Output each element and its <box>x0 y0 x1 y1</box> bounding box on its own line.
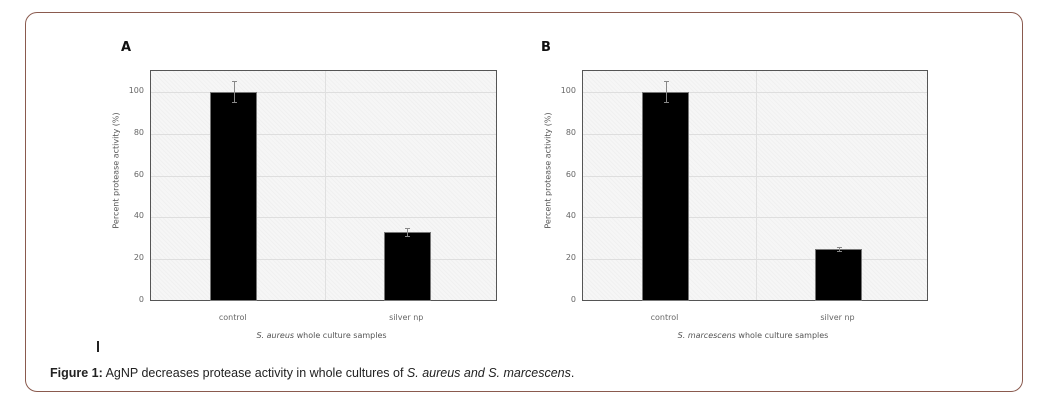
x-axis-label-rest: whole culture samples <box>294 331 387 340</box>
caption-end: . <box>570 366 575 380</box>
y-tick-label: 100 <box>128 85 144 95</box>
error-cap <box>663 81 669 83</box>
error-cap <box>836 246 842 248</box>
x-axis-label: S. marcescens whole culture samples <box>603 331 903 340</box>
gridline <box>151 133 496 135</box>
y-tick-label: 60 <box>133 169 144 179</box>
y-tick-label: 100 <box>560 85 576 95</box>
figure-card <box>25 12 1023 392</box>
gridline <box>151 175 496 177</box>
error-bar <box>407 227 409 237</box>
error-bar <box>665 81 667 103</box>
caption-label: Figure 1: <box>50 366 103 380</box>
category-divider <box>324 71 326 300</box>
y-tick-label: 20 <box>565 253 576 263</box>
x-axis-label-rest: whole culture samples <box>735 331 829 340</box>
text-cursor <box>97 341 99 352</box>
panel-label: A <box>121 40 132 55</box>
caption-species: S. aureus and S. marcescens <box>406 366 571 380</box>
error-cap <box>231 81 237 83</box>
plot-area <box>150 70 497 301</box>
gridline <box>583 259 927 261</box>
gridline <box>583 175 927 177</box>
y-tick-label: 80 <box>565 127 576 137</box>
panel-label: B <box>541 40 551 55</box>
error-bar <box>838 246 840 251</box>
figure-caption: Figure 1: AgNP decreases protease activi… <box>50 366 574 380</box>
x-axis-species: S. marcescens <box>677 331 736 340</box>
error-bar <box>233 81 235 103</box>
bar-control <box>210 91 258 301</box>
gridline <box>583 91 927 93</box>
x-tick-label: control <box>650 313 679 322</box>
category-divider <box>756 71 757 300</box>
y-tick-label: 80 <box>133 127 144 137</box>
bar-silver-np <box>815 248 862 301</box>
gridline <box>583 133 927 135</box>
error-cap <box>663 102 669 104</box>
error-cap <box>405 236 411 238</box>
caption-text: AgNP decreases protease activity in whol… <box>102 366 407 380</box>
y-tick-label: 20 <box>133 253 144 263</box>
y-tick-label: 0 <box>138 295 144 304</box>
error-cap <box>836 250 842 252</box>
plot-area <box>582 70 928 301</box>
gridline <box>151 259 496 261</box>
y-axis-label: Percent protease activity (%) <box>111 111 121 229</box>
x-tick-label: control <box>218 313 247 322</box>
x-axis-label: S. aureus whole culture samples <box>172 331 472 340</box>
y-tick-label: 0 <box>570 295 576 304</box>
bar-silver-np <box>383 232 431 301</box>
error-cap <box>405 227 411 229</box>
y-tick-label: 40 <box>133 211 144 221</box>
x-axis-species: S. aureus <box>256 331 295 340</box>
gridline <box>151 91 496 93</box>
x-tick-label: silver np <box>389 313 424 322</box>
bar-control <box>642 91 689 301</box>
y-axis-label: Percent protease activity (%) <box>543 111 553 229</box>
y-tick-label: 40 <box>565 211 576 221</box>
error-cap <box>231 102 237 104</box>
y-tick-label: 60 <box>565 169 576 179</box>
x-tick-label: silver np <box>820 313 855 322</box>
gridline <box>151 217 496 219</box>
gridline <box>583 217 927 219</box>
